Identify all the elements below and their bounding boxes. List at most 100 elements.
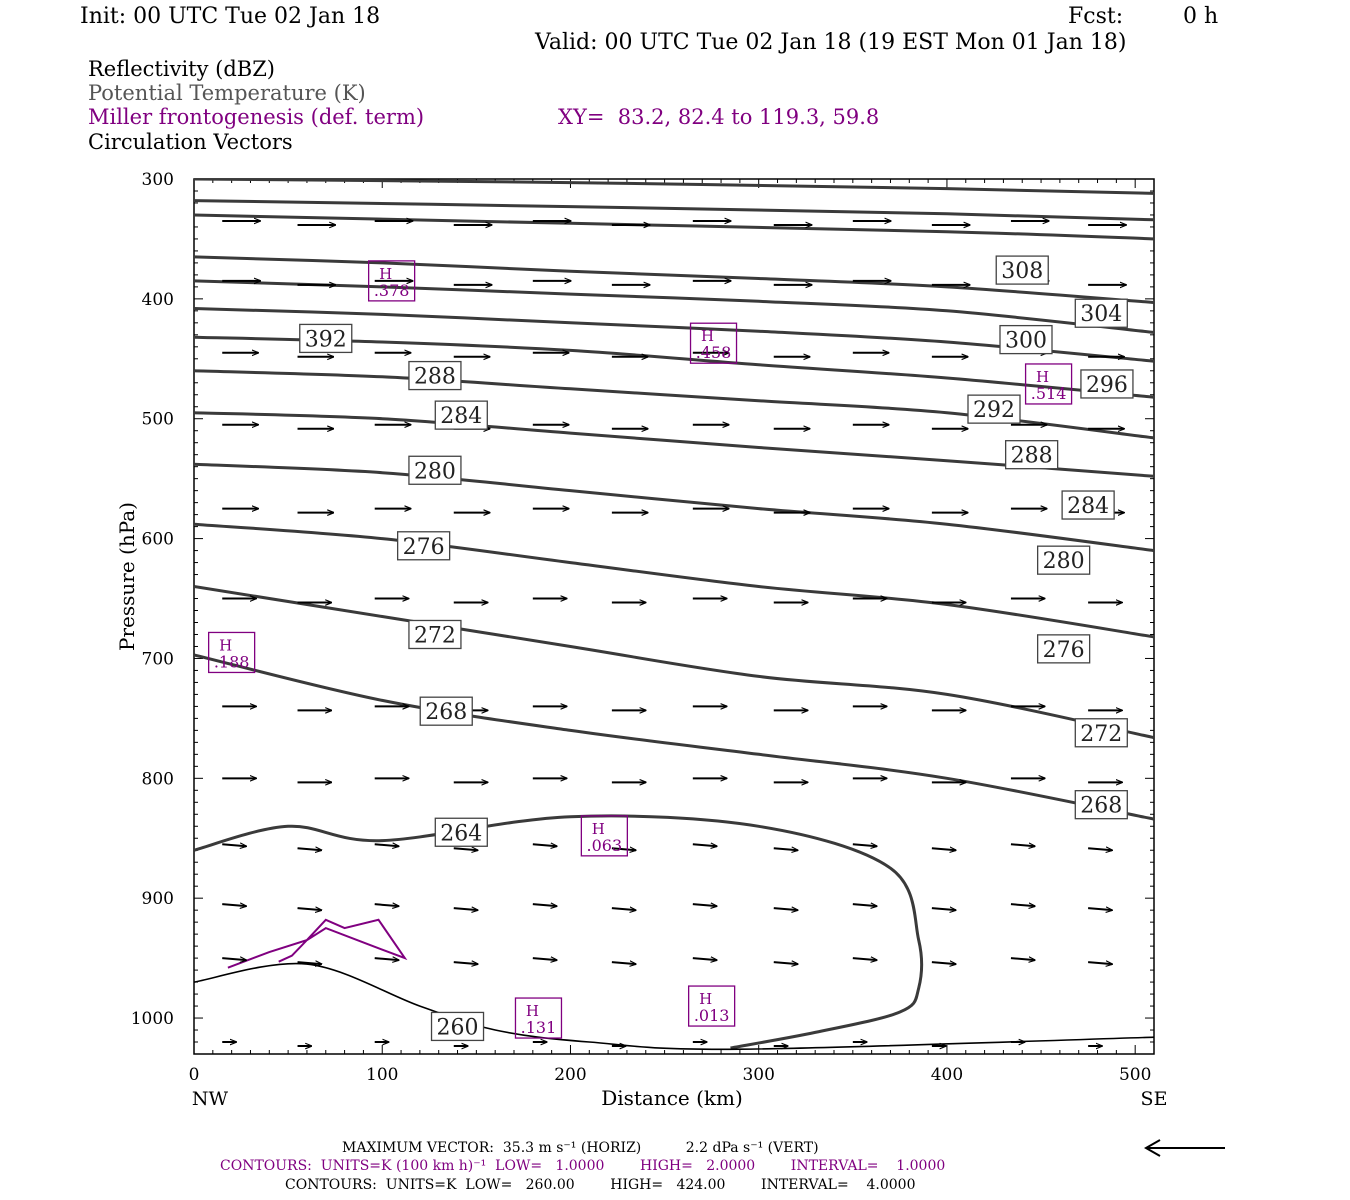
x-end-label-nw: NW bbox=[192, 1088, 229, 1110]
circulation-vector bbox=[611, 848, 636, 850]
circulation-vector bbox=[374, 958, 399, 960]
circulation-vector bbox=[453, 962, 478, 964]
contour-label: 276 bbox=[1043, 638, 1085, 663]
circulation-vector bbox=[1010, 958, 1035, 960]
circulation-vector bbox=[1088, 962, 1112, 964]
circulation-vector bbox=[1088, 908, 1112, 910]
plot-frame bbox=[193, 178, 1155, 1055]
contour-label: 392 bbox=[305, 327, 347, 352]
frontogenesis-max-box bbox=[687, 985, 736, 1027]
contour-label-box bbox=[299, 323, 353, 354]
circulation-vector bbox=[931, 908, 956, 910]
circulation-vector bbox=[931, 962, 956, 964]
y-tick-label: 300 bbox=[142, 170, 174, 190]
frontogenesis-contour bbox=[227, 918, 408, 969]
x-tick-label: 0 bbox=[189, 1065, 200, 1085]
circulation-vector bbox=[773, 962, 798, 964]
contour-label-box bbox=[408, 360, 462, 391]
x-tick-label: 500 bbox=[1119, 1065, 1151, 1085]
circulation-vector bbox=[773, 908, 798, 910]
circulation-vector bbox=[692, 958, 717, 960]
theta-contour-260 bbox=[194, 962, 1154, 1051]
circulation-vector bbox=[852, 844, 877, 846]
forecast-hour: 0 h bbox=[1183, 4, 1219, 29]
circulation-vector bbox=[374, 904, 399, 906]
circulation-vector bbox=[852, 958, 877, 960]
contour-label: 300 bbox=[1005, 329, 1047, 354]
contour-label: 272 bbox=[1080, 722, 1122, 747]
circulation-vector bbox=[374, 844, 399, 846]
contour-label: 280 bbox=[1043, 549, 1085, 574]
contour-label: 260 bbox=[437, 1015, 479, 1040]
theta-contour-264 bbox=[194, 814, 924, 1050]
y-tick-label: 600 bbox=[142, 530, 174, 550]
contour-label-box bbox=[419, 696, 473, 726]
legend-reflectivity: Reflectivity (dBZ) bbox=[88, 57, 276, 81]
contour-label: 288 bbox=[414, 365, 456, 390]
y-tick-label: 700 bbox=[142, 649, 174, 669]
circulation-vector bbox=[532, 844, 557, 846]
theta-contour-upper bbox=[194, 213, 1154, 241]
x-axis-label: Distance (km) bbox=[601, 1086, 743, 1110]
footer-frontogenesis-contours: CONTOURS: UNITS=K (100 km h)⁻¹ LOW= 1.00… bbox=[220, 1158, 946, 1174]
contour-label: 264 bbox=[440, 821, 482, 846]
contour-label: 296 bbox=[1086, 373, 1128, 398]
circulation-vector bbox=[852, 904, 877, 906]
init-time: Init: 00 UTC Tue 02 Jan 18 bbox=[80, 4, 381, 29]
contour-label-box bbox=[434, 400, 488, 430]
legend-vectors: Circulation Vectors bbox=[88, 130, 293, 154]
frontogenesis-max-value: .131 bbox=[521, 1018, 557, 1037]
frontogenesis-max-label: H bbox=[379, 265, 392, 283]
x-tick-label: 200 bbox=[554, 1065, 586, 1085]
frontogenesis-max-box bbox=[367, 260, 416, 302]
circulation-vector bbox=[453, 908, 478, 910]
contour-label: 268 bbox=[425, 700, 467, 725]
valid-time: Valid: 00 UTC Tue 02 Jan 18 (19 EST Mon … bbox=[535, 30, 1127, 55]
contour-label-box bbox=[408, 619, 462, 650]
circulation-vector bbox=[1010, 904, 1035, 906]
frontogenesis-max-value: .188 bbox=[214, 652, 250, 671]
circulation-vector bbox=[611, 908, 636, 910]
legend-frontogenesis: Miller frontogenesis (def. term) bbox=[88, 105, 425, 129]
contour-label: 304 bbox=[1080, 302, 1122, 327]
frontogenesis-max-value: .063 bbox=[587, 836, 623, 855]
x-tick-label: 400 bbox=[931, 1065, 963, 1085]
circulation-vector bbox=[222, 844, 246, 846]
x-end-label-se: SE bbox=[1141, 1088, 1168, 1110]
contour-label-box bbox=[434, 817, 488, 847]
contour-label: 268 bbox=[1080, 794, 1122, 819]
legend-theta: Potential Temperature (K) bbox=[88, 81, 366, 105]
y-tick-label: 400 bbox=[142, 290, 174, 310]
frontogenesis-max-value: .514 bbox=[1031, 384, 1067, 403]
contour-label: 280 bbox=[414, 459, 456, 484]
reference-vector-head bbox=[1143, 1139, 1161, 1157]
contour-label: 292 bbox=[973, 398, 1015, 423]
contour-label: 308 bbox=[1001, 259, 1043, 284]
forecast-label: Fcst: bbox=[1068, 4, 1124, 29]
contour-label-box bbox=[1036, 634, 1091, 664]
contour-label-box bbox=[1004, 440, 1059, 470]
circulation-vector bbox=[297, 962, 322, 964]
circulation-vector bbox=[692, 904, 717, 906]
x-tick-label: 300 bbox=[742, 1065, 774, 1085]
frontogenesis-max-label: H bbox=[1036, 368, 1049, 386]
contour-label-box bbox=[1036, 545, 1091, 575]
y-tick-label: 800 bbox=[142, 769, 174, 789]
circulation-vector bbox=[297, 908, 322, 910]
circulation-vector bbox=[453, 848, 478, 850]
theta-contour-284 bbox=[194, 462, 1154, 553]
contour-label: 284 bbox=[440, 404, 482, 429]
circulation-vector bbox=[1088, 848, 1112, 850]
contour-label-box bbox=[967, 394, 1021, 424]
footer-theta-contours: CONTOURS: UNITS=K LOW= 260.00 HIGH= 424.… bbox=[285, 1177, 916, 1193]
circulation-vector bbox=[692, 844, 717, 846]
y-tick-label: 1000 bbox=[131, 1009, 174, 1029]
contour-label-box bbox=[1080, 369, 1134, 399]
y-axis-label: Pressure (hPa) bbox=[115, 502, 139, 651]
frontogenesis-max-label: H bbox=[699, 990, 712, 1008]
theta-contour-392 bbox=[194, 335, 1154, 399]
contour-label-box bbox=[995, 255, 1049, 285]
contour-label-box bbox=[999, 324, 1053, 355]
theta-contour-upper bbox=[194, 179, 1154, 195]
